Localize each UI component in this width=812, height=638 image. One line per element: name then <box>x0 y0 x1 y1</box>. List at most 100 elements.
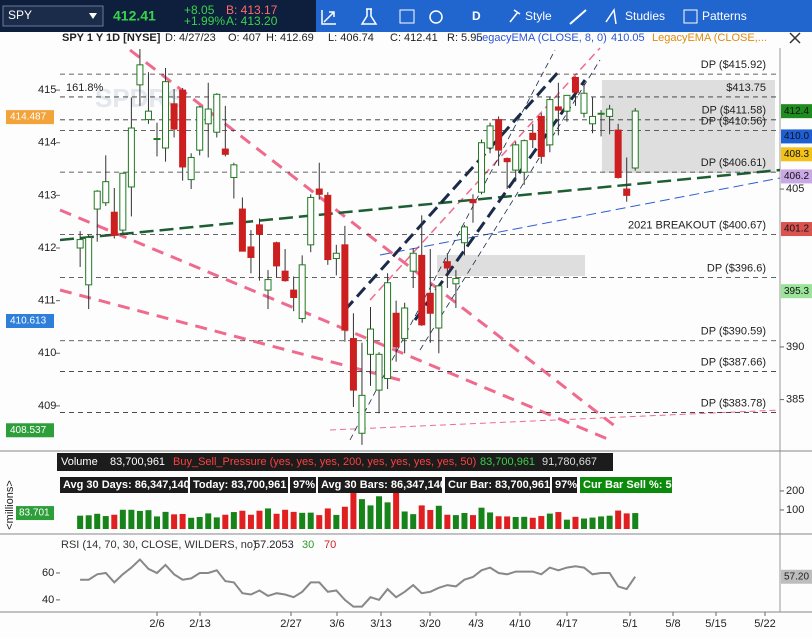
volume-bar <box>179 513 186 529</box>
candle-body <box>554 106 562 111</box>
volume-bar <box>615 510 622 529</box>
candle-body <box>204 108 212 125</box>
candle-body <box>546 99 554 146</box>
volume-bar <box>111 514 118 529</box>
symbol-input[interactable] <box>2 5 104 27</box>
x-tick-label: 4/10 <box>509 618 530 630</box>
volume-bar <box>495 516 502 529</box>
summary-box <box>290 477 316 493</box>
volume-bar <box>77 515 84 529</box>
candle-body <box>307 196 315 246</box>
candle-body <box>273 242 281 267</box>
x-tick-label: 5/15 <box>705 618 726 630</box>
candle-body <box>452 278 460 285</box>
candle-body <box>606 108 614 117</box>
share-icon[interactable] <box>321 10 336 25</box>
volume-bar <box>324 508 331 529</box>
candle-body <box>144 110 152 121</box>
summary-box <box>318 477 442 493</box>
candle-body <box>418 254 426 326</box>
volume-bar <box>555 512 562 529</box>
candle-body <box>298 264 306 320</box>
volume-bar <box>572 516 579 529</box>
volume-bar <box>589 517 596 529</box>
candle-body <box>332 252 340 260</box>
volume-bar <box>632 513 639 529</box>
settings-icon[interactable] <box>429 10 443 24</box>
high: H: 412.69 <box>266 32 314 44</box>
candle-body <box>93 190 101 210</box>
volume-bar <box>367 505 374 529</box>
volume-bar <box>222 514 229 529</box>
x-tick-label: 2/27 <box>280 618 301 630</box>
volume-bar <box>410 514 417 529</box>
volume-bar <box>529 517 536 529</box>
summary-box <box>580 477 672 493</box>
rsi-tick-label: 40 <box>42 594 54 606</box>
line-tool-icon[interactable] <box>569 9 587 25</box>
candle-body <box>392 312 400 348</box>
volume-bar <box>196 517 203 529</box>
volume-bar <box>504 516 511 529</box>
volume-bar <box>119 509 126 529</box>
candle-body <box>367 328 374 355</box>
volume-bar <box>376 496 383 529</box>
volume-bar <box>350 493 357 529</box>
candle-body <box>537 115 545 157</box>
y-tick-label: 200 <box>786 485 804 497</box>
aggregation[interactable]: D <box>472 9 481 23</box>
level-label: $413.75 <box>726 82 766 94</box>
left-tick-label: 412 <box>38 242 56 254</box>
close-button[interactable] <box>789 32 801 44</box>
volume-bar <box>401 511 408 529</box>
volume-bar <box>341 506 348 529</box>
price-badge <box>781 147 812 162</box>
volume-bar <box>290 511 297 529</box>
candle-body <box>179 89 187 168</box>
open: O: 407 <box>228 32 261 44</box>
flask-icon[interactable] <box>360 8 378 25</box>
patterns-button[interactable]: Patterns <box>702 9 747 23</box>
candle-body <box>503 158 511 163</box>
price-badge <box>6 423 54 438</box>
summary-box <box>552 477 577 493</box>
low: L: 406.74 <box>328 32 374 44</box>
volume-bar <box>581 518 587 529</box>
candle-body <box>426 292 434 314</box>
studies-button[interactable]: Studies <box>625 9 665 23</box>
candle-body <box>384 282 392 380</box>
volume-bar <box>546 513 553 529</box>
level-label: DP ($410.56) <box>701 115 766 127</box>
candle-body <box>247 246 255 258</box>
left-tick-label: 410 <box>38 347 56 359</box>
volume-bar <box>598 516 605 529</box>
candle-body <box>76 239 84 249</box>
volume-bar <box>282 509 289 529</box>
volume-label: Volume <box>61 456 98 468</box>
volume-bar <box>435 505 442 529</box>
volume-bar <box>307 512 314 529</box>
study-value: 83,700,961 <box>480 456 535 468</box>
left-tick-label: 413 <box>38 189 56 201</box>
x-tick-label: 5/1 <box>622 618 637 630</box>
price-badge-label: 406.2 <box>784 171 809 182</box>
summary-text: Today: 83,700,961 <box>193 479 286 491</box>
left-tick-label: 409 <box>38 400 56 412</box>
volume-bar <box>102 516 109 529</box>
candle-body <box>119 172 127 231</box>
candle-body <box>571 76 579 93</box>
style-button[interactable]: Style <box>525 9 552 23</box>
price-badge <box>781 129 812 144</box>
candle-body <box>478 142 486 193</box>
volume-bar <box>154 516 160 529</box>
left-tick-label: 414 <box>38 137 56 149</box>
drawing-icon[interactable] <box>399 9 415 24</box>
x-tick-label: 3/20 <box>419 618 440 630</box>
volume-bar <box>128 509 135 529</box>
chart-symbol: SPY 1 Y 1D [NYSE] <box>62 32 161 44</box>
study-label: Buy_Sell_Pressure (yes, yes, yes, 200, y… <box>173 456 476 468</box>
candle-body <box>409 252 417 272</box>
price-badge-label: 414.487 <box>10 112 47 123</box>
rsi-badge <box>781 569 812 584</box>
